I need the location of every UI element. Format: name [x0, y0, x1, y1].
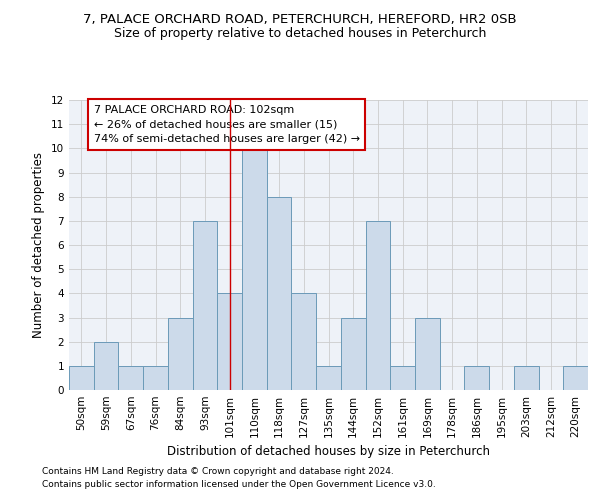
X-axis label: Distribution of detached houses by size in Peterchurch: Distribution of detached houses by size … [167, 446, 490, 458]
Y-axis label: Number of detached properties: Number of detached properties [32, 152, 46, 338]
Bar [365, 221, 390, 390]
Bar [242, 148, 267, 390]
Bar [118, 366, 143, 390]
Text: 7, PALACE ORCHARD ROAD, PETERCHURCH, HEREFORD, HR2 0SB: 7, PALACE ORCHARD ROAD, PETERCHURCH, HER… [83, 12, 517, 26]
Text: 7 PALACE ORCHARD ROAD: 102sqm
← 26% of detached houses are smaller (15)
74% of s: 7 PALACE ORCHARD ROAD: 102sqm ← 26% of d… [94, 105, 360, 144]
Bar [415, 318, 440, 390]
Bar [514, 366, 539, 390]
Bar [193, 221, 217, 390]
Bar [143, 366, 168, 390]
Bar [217, 294, 242, 390]
Text: Size of property relative to detached houses in Peterchurch: Size of property relative to detached ho… [114, 28, 486, 40]
Bar [292, 294, 316, 390]
Bar [168, 318, 193, 390]
Bar [563, 366, 588, 390]
Bar [341, 318, 365, 390]
Bar [464, 366, 489, 390]
Bar [69, 366, 94, 390]
Text: Contains HM Land Registry data © Crown copyright and database right 2024.: Contains HM Land Registry data © Crown c… [42, 467, 394, 476]
Bar [390, 366, 415, 390]
Text: Contains public sector information licensed under the Open Government Licence v3: Contains public sector information licen… [42, 480, 436, 489]
Bar [316, 366, 341, 390]
Bar [267, 196, 292, 390]
Bar [94, 342, 118, 390]
